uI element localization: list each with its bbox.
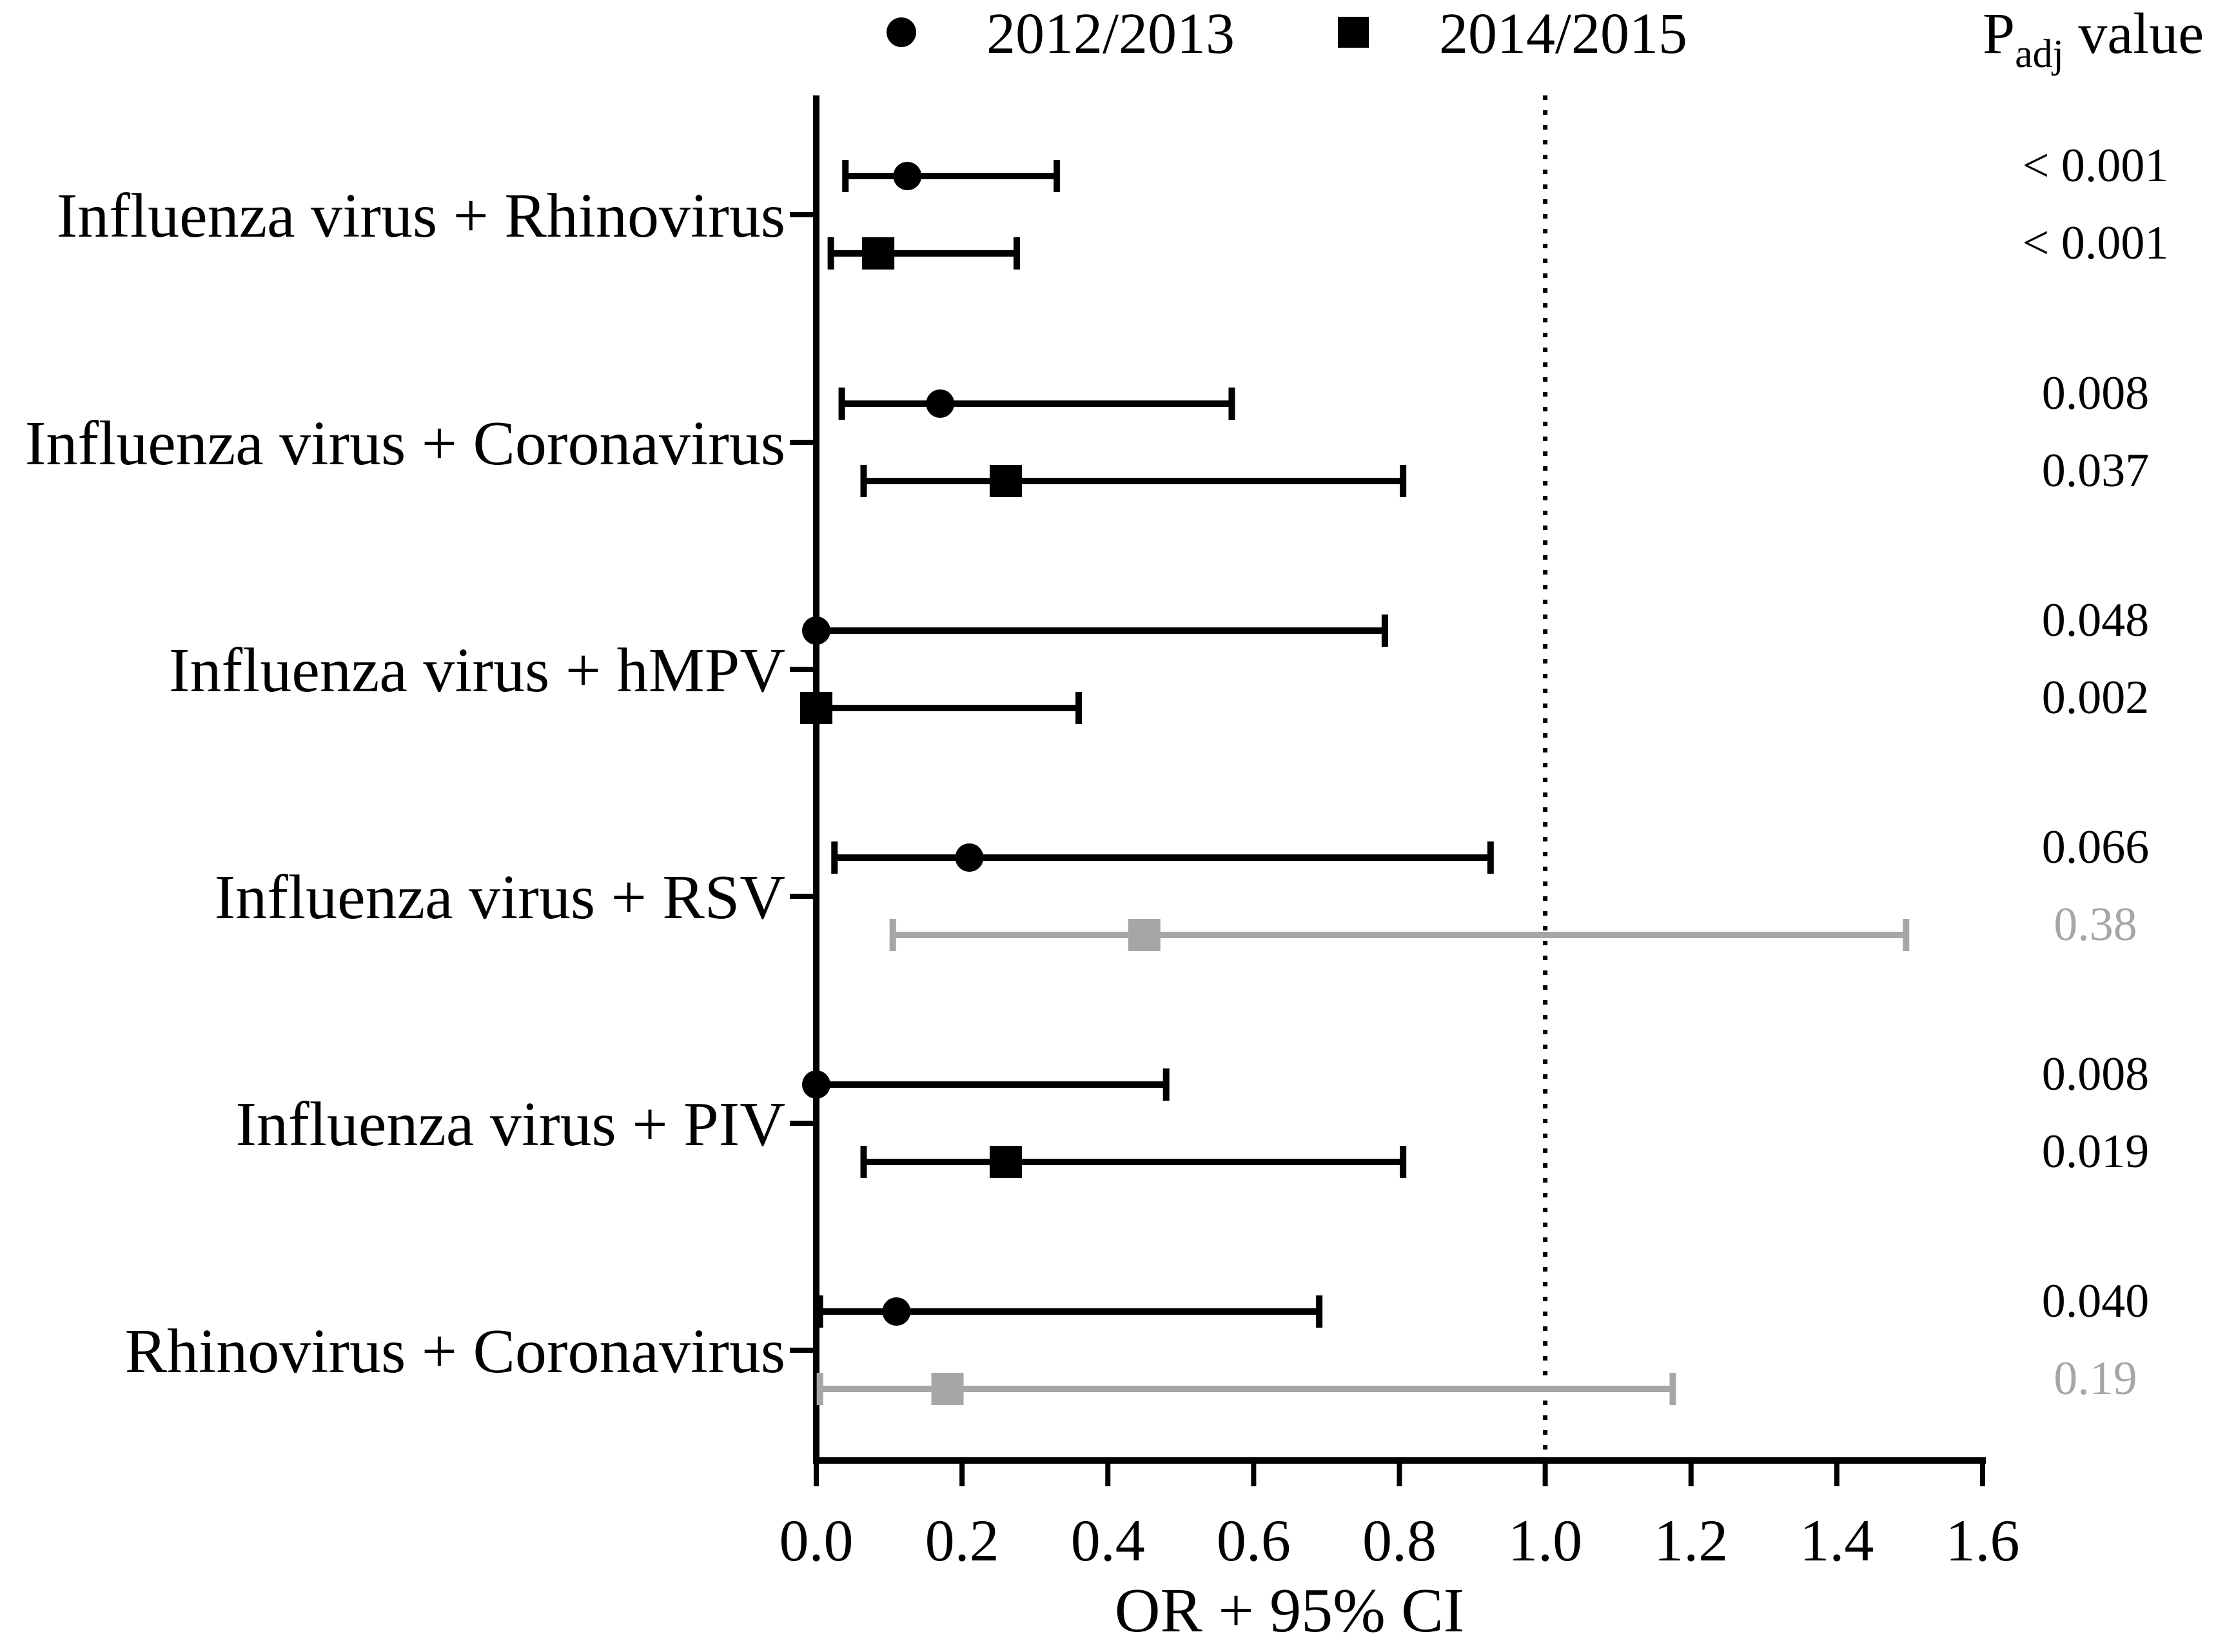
p-value-header-suffix: value [2064,2,2204,66]
p-value: 0.037 [2042,444,2150,497]
point-circle [802,616,830,645]
x-tick-label: 0.8 [1362,1508,1437,1573]
legend-marker-square [1338,17,1369,48]
p-value: 0.38 [2054,898,2137,951]
point-square [1128,919,1161,951]
p-value-header-sub: adj [2015,32,2064,76]
group-label: Influenza virus + Coronavirus [25,409,785,478]
group-label: Influenza virus + hMPV [169,636,785,705]
point-square [931,1373,964,1405]
point-circle [893,162,922,190]
group-label: Influenza virus + PIV [235,1090,785,1159]
p-value: 0.002 [2042,671,2150,724]
group-label: Influenza virus + RSV [215,863,785,932]
group-label: Influenza virus + Rhinovirus [57,181,785,251]
p-value: 0.066 [2042,821,2150,874]
legend-marker-circle [887,17,916,47]
x-tick-label: 0.2 [925,1508,999,1573]
x-ticks: 0.0 0.2 0.4 0.6 0.8 1.0 1.2 1.4 1.6 [780,1460,2020,1573]
point-square [800,692,832,724]
point-square [989,1146,1022,1178]
p-value: 0.008 [2042,1048,2150,1101]
legend-label-2014-2015: 2014/2015 [1439,2,1687,66]
group-3: Influenza virus + RSV 0.066 0.38 [215,821,2150,951]
group-0: Influenza virus + Rhinovirus < 0.001 < 0.0… [57,139,2169,270]
p-value: 0.019 [2042,1125,2150,1178]
p-value: < 0.001 [2023,139,2169,192]
group-label: Rhinovirus + Coronavirus [125,1317,785,1386]
legend: 2012/2013 2014/2015 [887,2,1687,66]
x-axis-label: OR + 95% CI [1115,1576,1465,1646]
group-2: Influenza virus + hMPV 0.048 0.002 [169,594,2149,724]
p-value: 0.19 [2054,1352,2137,1405]
p-value: < 0.001 [2023,217,2169,270]
groups: Influenza virus + Rhinovirus < 0.001 < 0.0… [25,139,2169,1405]
x-tick-label: 0.4 [1071,1508,1145,1573]
x-tick-label: 1.4 [1800,1508,1874,1573]
p-value-header: Padj value [1983,2,2204,76]
x-tick-label: 0.0 [780,1508,854,1573]
p-value: 0.040 [2042,1275,2150,1328]
p-value: 0.008 [2042,367,2150,420]
point-circle [802,1070,830,1099]
group-1: Influenza virus + Coronavirus 0.008 0.037 [25,367,2150,497]
point-square [989,465,1022,497]
point-circle [926,389,955,418]
x-tick-label: 0.6 [1217,1508,1291,1573]
x-tick-label: 1.6 [1946,1508,2020,1573]
point-square [862,237,895,270]
x-tick-label: 1.2 [1654,1508,1728,1573]
group-4: Influenza virus + PIV 0.008 0.019 [235,1048,2149,1178]
p-value: 0.048 [2042,594,2150,647]
p-value-header-p: P [1983,2,2015,66]
point-circle [955,843,984,872]
legend-label-2012-2013: 2012/2013 [986,2,1235,66]
group-5: Rhinovirus + Coronavirus 0.040 0.19 [125,1275,2150,1405]
point-circle [882,1297,911,1326]
x-tick-label: 1.0 [1508,1508,1582,1573]
